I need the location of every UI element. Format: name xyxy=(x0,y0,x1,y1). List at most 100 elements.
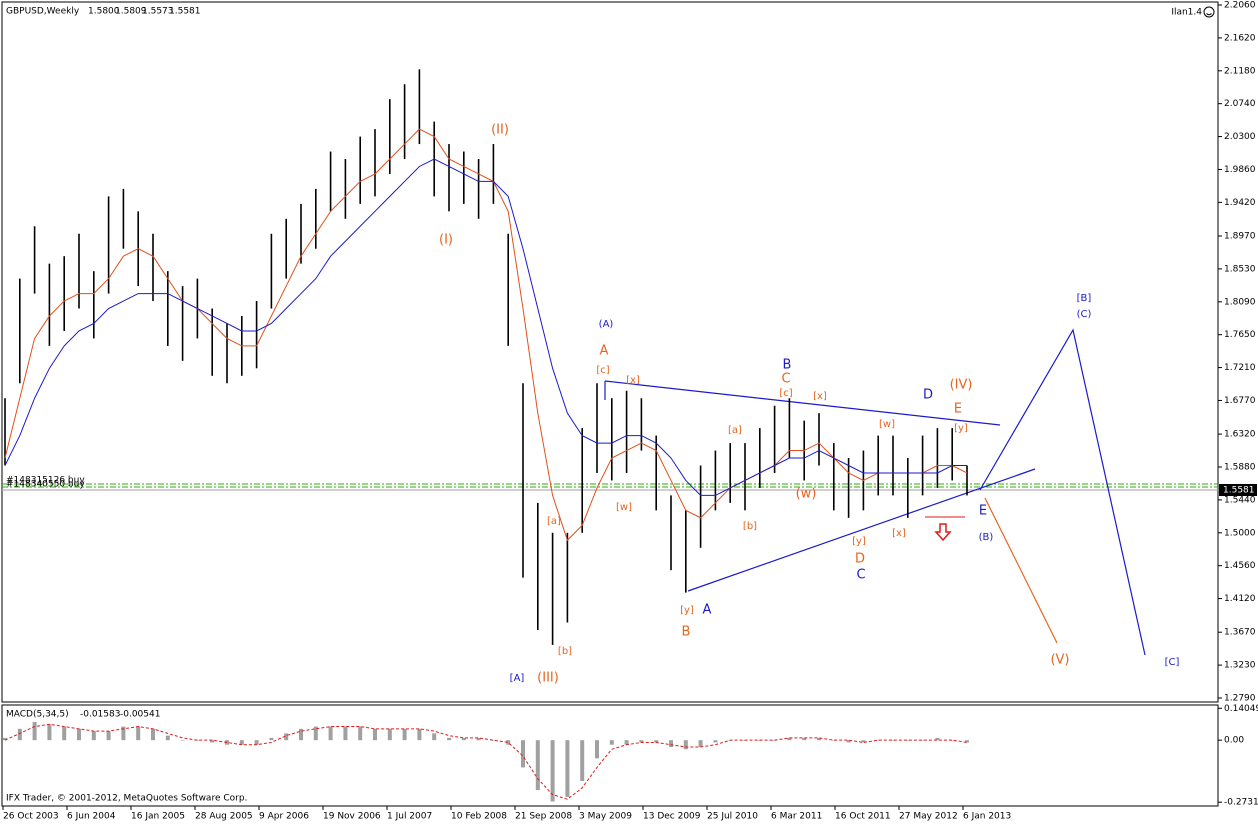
macd-bar xyxy=(254,740,259,745)
macd-signal xyxy=(4,723,968,800)
macd-readout: -0.01583 xyxy=(80,710,120,720)
x-tick-label: 16 Jan 2005 xyxy=(131,812,185,822)
y-tick-label: 1.5880 xyxy=(1224,463,1256,473)
wave-label: [B] xyxy=(1077,293,1092,304)
macd-bar xyxy=(447,737,451,741)
macd-bar xyxy=(595,740,599,759)
x-tick-label: 6 Mar 2011 xyxy=(771,812,822,822)
macd-bar xyxy=(905,740,910,741)
wave-label: (V) xyxy=(1050,653,1069,668)
wave-label: [b] xyxy=(743,521,757,532)
macd-bar xyxy=(965,740,969,743)
macd-bar xyxy=(328,726,333,741)
upper-trendline xyxy=(604,380,1001,426)
macd-bar xyxy=(210,740,215,743)
macd-bar xyxy=(47,724,52,741)
order-label: #148315126 buy xyxy=(6,476,85,486)
wave-label: A xyxy=(703,603,712,618)
macd-bar xyxy=(506,740,511,745)
wave-label: [c] xyxy=(596,365,609,376)
footer: IFX Trader, © 2001-2012, MetaQuotes Soft… xyxy=(6,794,247,804)
x-tick-label: 9 Apr 2006 xyxy=(259,812,309,822)
macd-bar xyxy=(491,740,496,741)
x-tick-label: 19 Nov 2006 xyxy=(323,812,381,822)
macd-bar xyxy=(239,740,244,745)
macd-bar xyxy=(195,740,200,741)
macd-bar xyxy=(861,740,866,743)
wave-label: [w] xyxy=(879,419,895,430)
macd-bar xyxy=(343,726,348,741)
x-tick-label: 1 Jul 2007 xyxy=(387,812,432,822)
macd-bar xyxy=(550,740,555,802)
x-tick-label: 28 Aug 2005 xyxy=(195,812,253,822)
y-tick-label: 1.5000 xyxy=(1224,528,1256,538)
macd-bar xyxy=(698,740,703,747)
y-tick-label: 0.00 xyxy=(1224,736,1244,746)
ohlc-close: 1.5581 xyxy=(169,7,201,17)
macd-bar xyxy=(846,740,851,743)
macd-bar xyxy=(358,726,363,741)
macd-bar xyxy=(683,740,688,750)
macd-bar xyxy=(920,740,925,741)
y-tick-label: 1.8530 xyxy=(1224,264,1256,274)
expert-name: Ilan1.4 xyxy=(1171,8,1202,18)
macd-bar xyxy=(461,737,466,741)
wave-label: [a] xyxy=(547,516,561,527)
x-tick-label: 25 Jul 2010 xyxy=(707,812,758,822)
macd-bar xyxy=(121,726,126,741)
macd-panel xyxy=(1,704,1219,807)
macd-bar xyxy=(136,726,141,741)
macd-bar xyxy=(787,737,792,741)
y-tick-label: 1.5440 xyxy=(1224,495,1256,505)
macd-bar xyxy=(876,740,881,741)
y-tick-label: 1.2790 xyxy=(1224,694,1256,704)
macd-bar xyxy=(402,728,407,741)
macd-bar xyxy=(817,737,821,741)
wave-label: B xyxy=(682,625,691,640)
wave-label: C xyxy=(856,568,865,583)
ohlc-open: 1.5800 xyxy=(88,7,120,17)
wave-label: (IV) xyxy=(950,378,973,393)
macd-bar xyxy=(432,733,437,741)
macd-bar xyxy=(521,740,525,768)
trend-lines xyxy=(604,328,1146,656)
wave-label: [w] xyxy=(616,502,632,513)
macd-bar xyxy=(535,740,540,791)
macd-bar xyxy=(713,740,718,743)
order-label: #148340550 buy xyxy=(6,480,85,490)
macd-bar xyxy=(62,726,67,741)
wave-label: [C] xyxy=(1165,657,1180,668)
wave-label: A xyxy=(600,344,609,359)
macd-bar xyxy=(165,735,170,741)
macd-bar xyxy=(91,731,96,741)
price-box xyxy=(1219,484,1257,496)
macd-bar xyxy=(565,740,570,797)
macd-bar xyxy=(77,728,81,741)
expert-icon[interactable] xyxy=(1203,6,1215,18)
y-tick-label: 1.9420 xyxy=(1224,198,1256,208)
macd-bar xyxy=(935,737,940,741)
macd-bar xyxy=(580,740,585,782)
wave-label: [c] xyxy=(779,388,792,399)
moving-average xyxy=(4,128,968,542)
sell-arrow xyxy=(934,523,952,542)
macd-bar xyxy=(802,737,807,741)
y-tick-label: 1.7210 xyxy=(1224,363,1256,373)
expert-icon-smile xyxy=(1206,13,1212,16)
macd-title: MACD(5,34,5) xyxy=(6,710,69,720)
macd-bar xyxy=(639,740,644,743)
macd-bar xyxy=(299,728,303,741)
macd-bar xyxy=(180,740,185,741)
y-tick-label: 2.1180 xyxy=(1224,66,1256,76)
macd-bar xyxy=(3,737,7,741)
x-tick-label: 21 Sep 2008 xyxy=(515,812,572,822)
y-tick-label: 2.2060 xyxy=(1224,1,1256,11)
macd-bar xyxy=(17,728,22,741)
x-tick-label: 3 May 2009 xyxy=(579,812,632,822)
macd-bar xyxy=(284,733,289,741)
y-tick-label: 2.0300 xyxy=(1224,132,1256,142)
macd-bar xyxy=(654,740,659,743)
